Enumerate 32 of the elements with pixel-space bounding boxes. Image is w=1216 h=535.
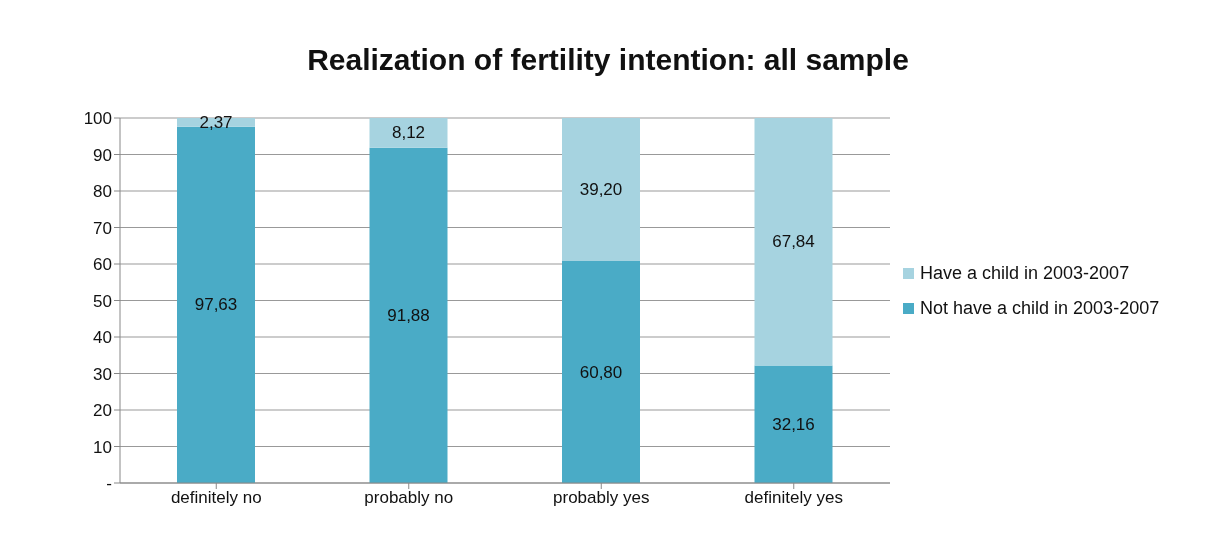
data-label: 97,63 [194,295,238,315]
y-tick-label: 30 [93,364,112,384]
chart-title: Realization of fertility intention: all sample [306,43,910,77]
x-tick-label: probably yes [553,488,650,508]
legend-label: Have a child in 2003-2007 [920,263,1130,284]
legend-label: Not have a child in 2003-2007 [920,298,1160,319]
data-label: 8,12 [391,123,426,143]
bar [754,118,833,366]
y-tick-label: 20 [93,401,112,421]
data-label: 60,80 [579,362,623,382]
x-tick-label: probably no [364,488,454,508]
bar [562,261,640,483]
y-tick-label: 50 [93,291,112,311]
bar [369,118,448,148]
y-tick-label: 60 [93,255,112,275]
data-label: 2,37 [199,112,233,132]
bar [754,365,833,483]
y-tick-label: 40 [93,328,112,348]
data-label: 39,20 [579,180,623,200]
y-tick-label: - [106,474,112,494]
data-label: 67,84 [772,232,815,252]
bar [562,118,640,262]
y-tick-label: 100 [83,109,112,129]
data-label: 32,16 [772,414,815,434]
x-tick-label: definitely no [170,488,262,508]
data-label: 91,88 [387,305,430,325]
y-tick-label: 70 [93,218,112,238]
y-tick-label: 80 [93,182,112,202]
x-tick-label: definitely yes [744,488,843,508]
y-tick-label: 10 [93,437,112,457]
bar [369,147,448,483]
y-tick-label: 90 [93,145,112,165]
